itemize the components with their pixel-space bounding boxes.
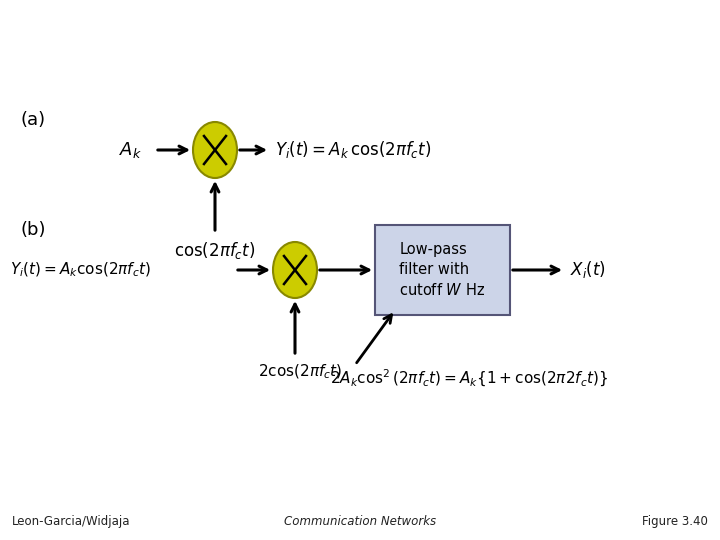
Text: (a): (a) — [20, 111, 45, 129]
Text: $Y_i(t) = A_k\,\cos(2\pi f_c t)$: $Y_i(t) = A_k\,\cos(2\pi f_c t)$ — [275, 139, 431, 160]
Text: $2A_k\cos^2(2\pi f_c t) = A_k\{1 + \cos(2\pi 2f_c t)\}$: $2A_k\cos^2(2\pi f_c t) = A_k\{1 + \cos(… — [330, 368, 608, 389]
Text: $\cos(2\pi f_c t)$: $\cos(2\pi f_c t)$ — [174, 240, 256, 261]
Text: Figure 3.40: Figure 3.40 — [642, 515, 708, 528]
Ellipse shape — [273, 242, 317, 298]
Text: Low-pass
filter with
cutoff $W$ Hz: Low-pass filter with cutoff $W$ Hz — [400, 242, 485, 298]
Text: Communication Networks: Communication Networks — [284, 515, 436, 528]
Text: $A_k$: $A_k$ — [119, 140, 142, 160]
Text: (b): (b) — [20, 221, 45, 239]
Text: $X_i(t)$: $X_i(t)$ — [570, 260, 606, 280]
Text: Leon-Garcia/Widjaja: Leon-Garcia/Widjaja — [12, 515, 130, 528]
Ellipse shape — [193, 122, 237, 178]
FancyBboxPatch shape — [375, 225, 510, 315]
Text: $Y_i(t) = A_k\cos(2\pi f_c t)$: $Y_i(t) = A_k\cos(2\pi f_c t)$ — [10, 261, 151, 279]
Text: $2\cos(2\pi f_c t)$: $2\cos(2\pi f_c t)$ — [258, 363, 342, 381]
